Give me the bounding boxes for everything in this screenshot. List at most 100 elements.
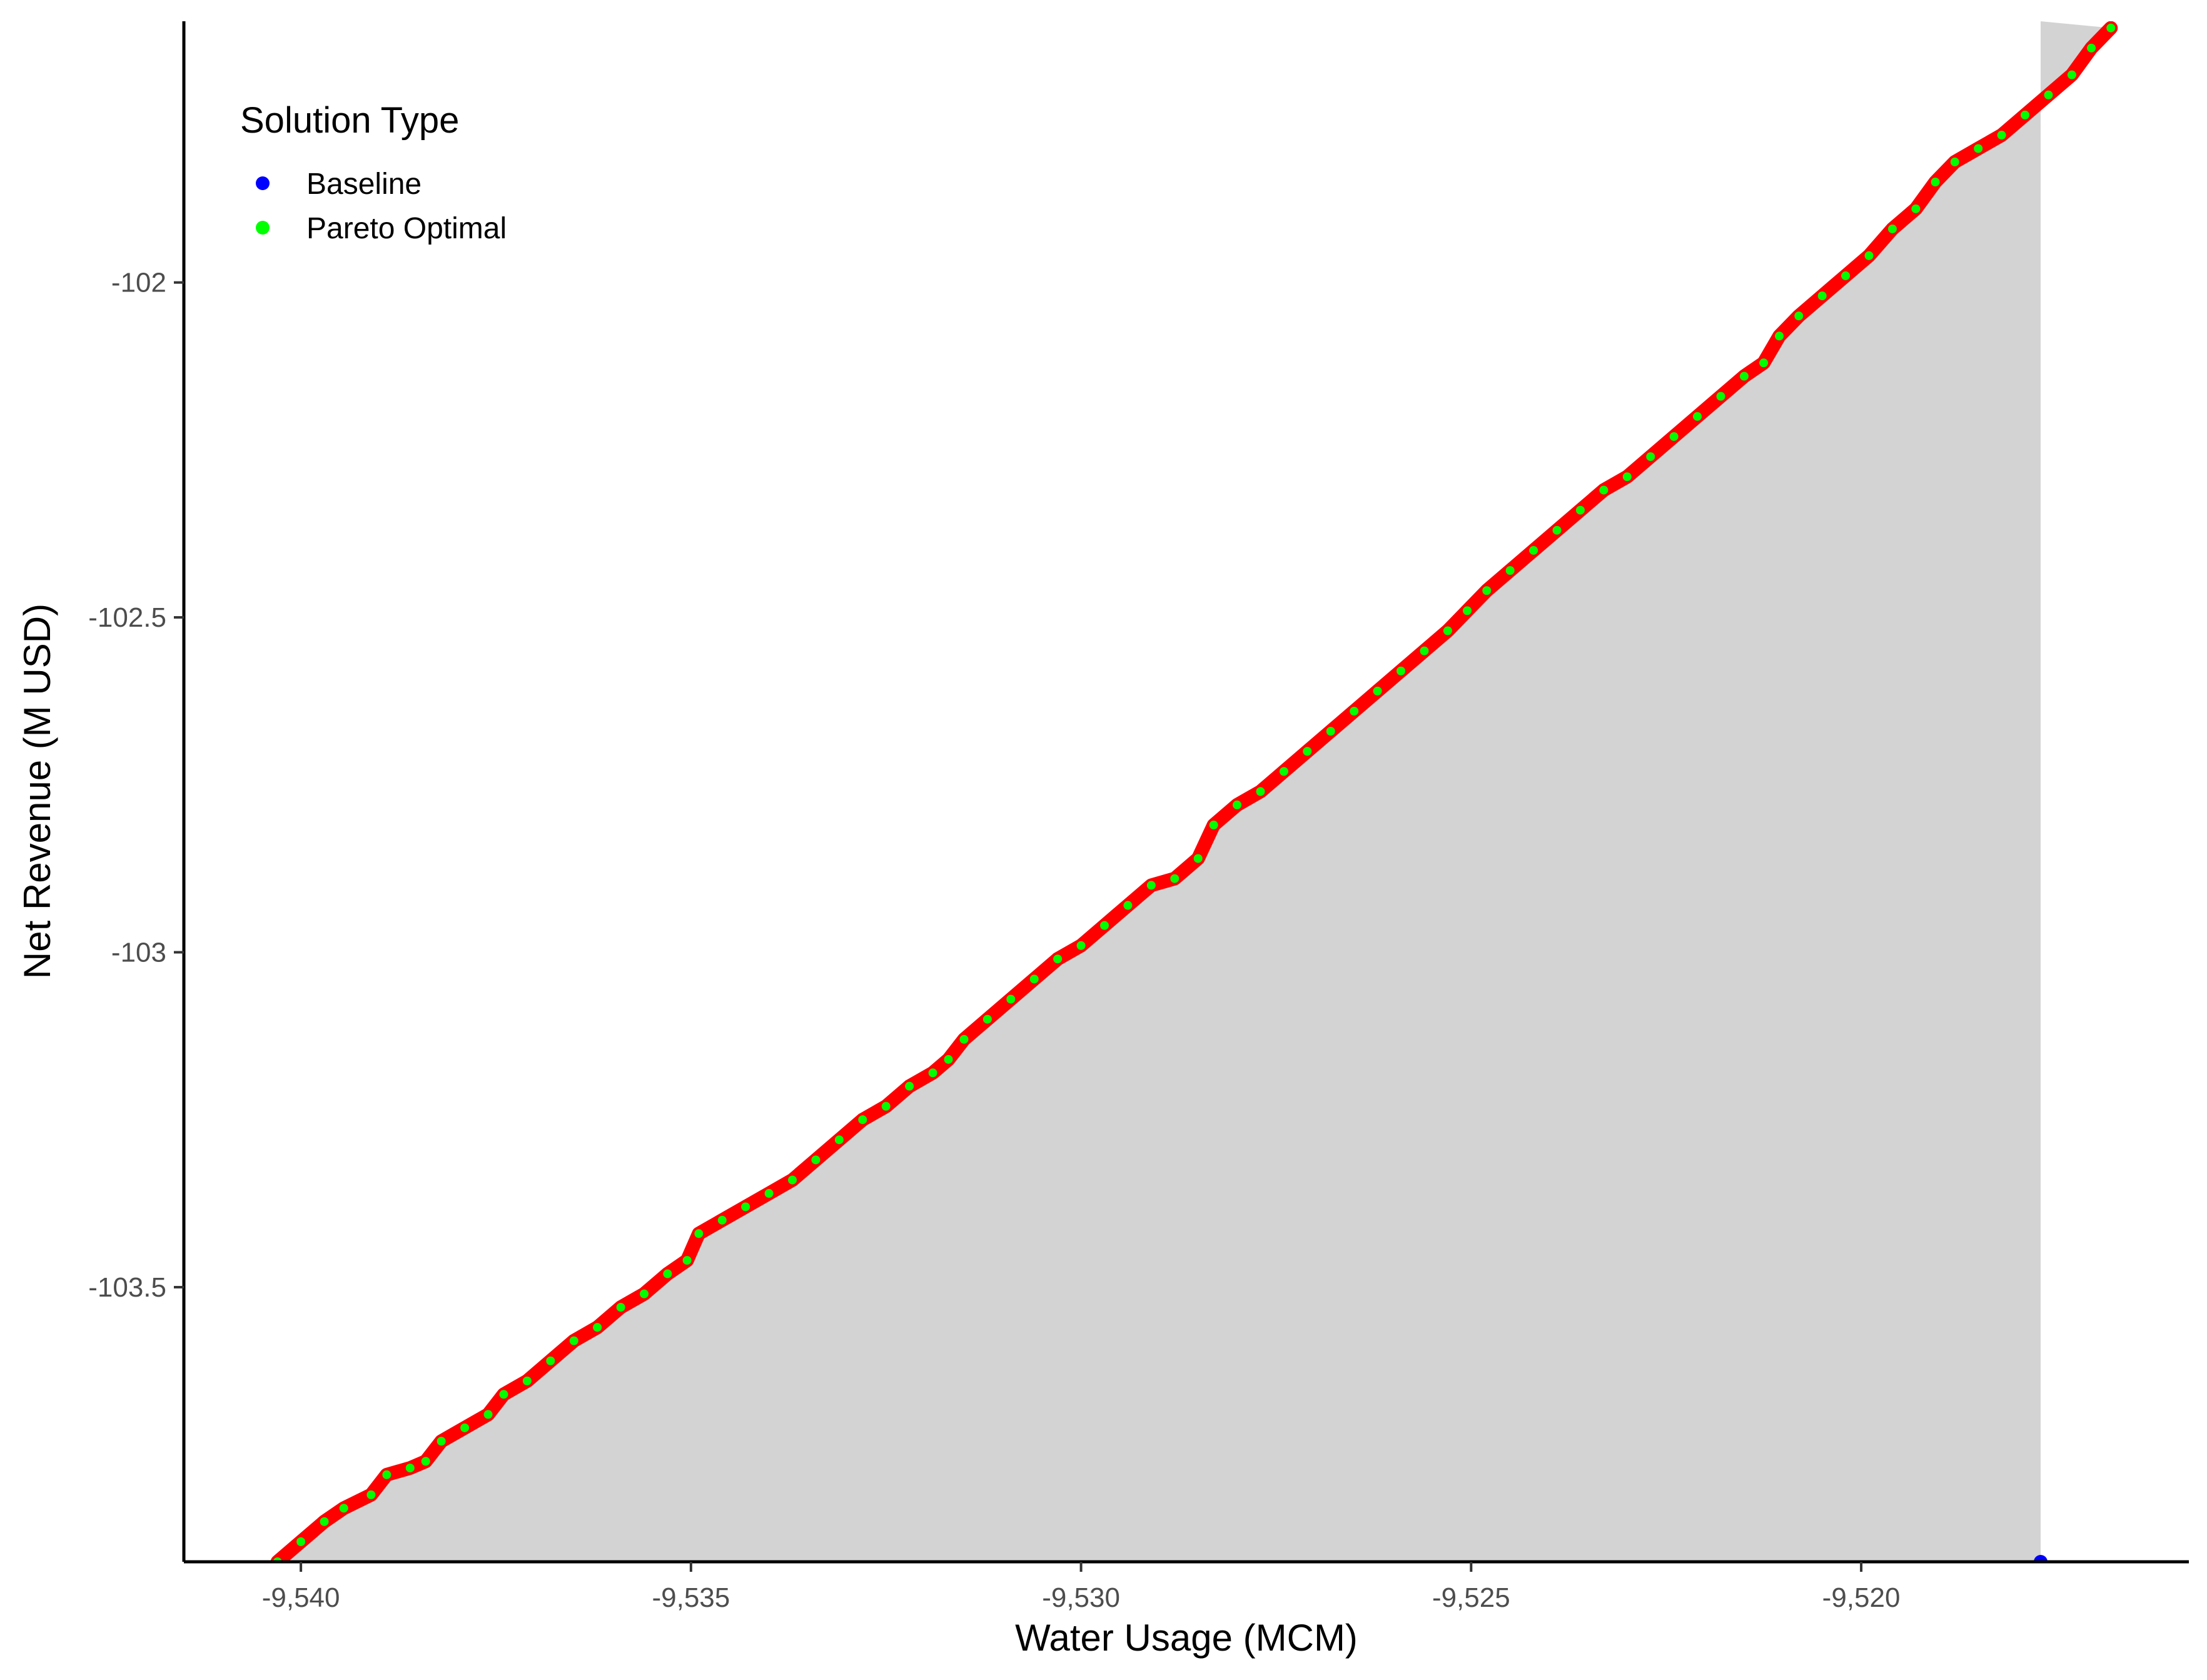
pareto-point [522, 1376, 532, 1385]
pareto-point [1529, 545, 1538, 555]
pareto-point [881, 1101, 891, 1111]
pareto-frontier-line [270, 21, 2118, 1562]
y-tick-label: -103 [111, 938, 166, 968]
pareto-point [1256, 787, 1265, 796]
pareto-point [1794, 311, 1804, 321]
pareto-point [982, 1015, 992, 1024]
pareto-point [2087, 43, 2096, 53]
pareto-point [1911, 204, 1921, 213]
x-tick-label: -9,535 [652, 1582, 730, 1613]
pareto-point [1575, 505, 1585, 515]
pareto-point [1646, 452, 1655, 462]
pareto-point [1864, 251, 1874, 260]
pareto-point [1505, 566, 1515, 575]
y-axis-ticks: -102 -102.5 -103 -103.5 [88, 268, 184, 1303]
pareto-point [499, 1390, 508, 1399]
pareto-point [682, 1256, 692, 1265]
pareto-point [1997, 131, 2006, 140]
pareto-point [1350, 706, 1359, 716]
legend-key-pareto-optimal [256, 221, 270, 235]
pareto-point [1029, 974, 1039, 984]
pareto-point [421, 1457, 430, 1466]
pareto-point [1170, 874, 1179, 883]
pareto-point [366, 1490, 376, 1499]
pareto-point [1076, 941, 1086, 950]
points-layer [273, 23, 2116, 1562]
pareto-point [2067, 70, 2076, 79]
pareto-point [339, 1504, 348, 1513]
pareto-point [616, 1303, 625, 1312]
legend: Solution Type Baseline Pareto Optimal [240, 100, 507, 245]
pareto-point [1443, 626, 1452, 635]
pareto-point [1739, 372, 1749, 381]
pareto-point [1006, 994, 1016, 1004]
x-tick-label: -9,525 [1432, 1582, 1510, 1613]
y-tick-label: -102 [111, 268, 166, 298]
pareto-point [858, 1115, 867, 1125]
pareto-point [546, 1356, 555, 1365]
pareto-point [1233, 800, 1242, 809]
pareto-point [1599, 485, 1609, 495]
pareto-point [764, 1189, 774, 1198]
pareto-point [382, 1470, 391, 1479]
pareto-point [1841, 271, 1851, 280]
pareto-point [1552, 525, 1562, 535]
pareto-point [1100, 921, 1109, 930]
pareto-point [1974, 144, 1983, 153]
pareto-point [717, 1215, 727, 1225]
pareto-point [1622, 472, 1632, 482]
pareto-point [640, 1289, 649, 1298]
pareto-point [811, 1155, 821, 1165]
pareto-point [1420, 646, 1429, 655]
x-tick-label: -9,530 [1042, 1582, 1120, 1613]
pareto-point [2044, 90, 2053, 99]
pareto-point [959, 1035, 969, 1044]
x-axis-title: Water Usage (MCM) [1015, 1617, 1358, 1659]
pareto-point [483, 1410, 493, 1419]
pareto-point [1817, 291, 1827, 301]
pareto-point [1669, 432, 1679, 441]
baseline-point [2033, 1555, 2048, 1562]
pareto-point [1303, 747, 1312, 756]
pareto-point [928, 1068, 937, 1078]
pareto-point [437, 1437, 446, 1446]
pareto-point [460, 1423, 470, 1432]
pareto-point [1373, 686, 1382, 696]
pareto-point [2106, 23, 2116, 33]
pareto-point [663, 1269, 672, 1278]
pareto-point [1279, 767, 1288, 776]
y-axis-title: Net Revenue (M USD) [16, 604, 58, 979]
pareto-point [296, 1537, 306, 1546]
pareto-point [320, 1517, 329, 1526]
pareto-point [1053, 954, 1063, 964]
pareto-point [694, 1229, 704, 1238]
pareto-point [1326, 727, 1335, 736]
legend-label-pareto-optimal: Pareto Optimal [306, 212, 507, 245]
pareto-point [834, 1135, 844, 1145]
dominated-region [277, 21, 2111, 1562]
pareto-point [1146, 881, 1156, 890]
y-tick-label: -102.5 [88, 602, 166, 633]
x-axis-ticks: -9,540 -9,535 -9,530 -9,525 -9,520 [262, 1562, 1900, 1613]
pareto-point [741, 1202, 750, 1212]
pareto-point [944, 1055, 953, 1064]
pareto-point [1887, 224, 1897, 233]
pareto-point [1693, 412, 1702, 421]
pareto-point [905, 1081, 914, 1091]
pareto-point [405, 1464, 415, 1473]
pareto-point [1775, 331, 1784, 341]
pareto-point [1463, 606, 1472, 615]
pareto-point [1931, 178, 1940, 187]
legend-title: Solution Type [240, 100, 459, 141]
pareto-point [2021, 110, 2030, 119]
pareto-point [1482, 586, 1492, 595]
pareto-point [593, 1323, 602, 1332]
pareto-point [1123, 901, 1133, 910]
pareto-point [1759, 358, 1769, 368]
pareto-point [1950, 157, 1959, 166]
pareto-point [788, 1175, 797, 1185]
y-tick-label: -103.5 [88, 1272, 166, 1303]
legend-label-baseline: Baseline [306, 168, 422, 201]
x-tick-label: -9,540 [262, 1582, 340, 1613]
